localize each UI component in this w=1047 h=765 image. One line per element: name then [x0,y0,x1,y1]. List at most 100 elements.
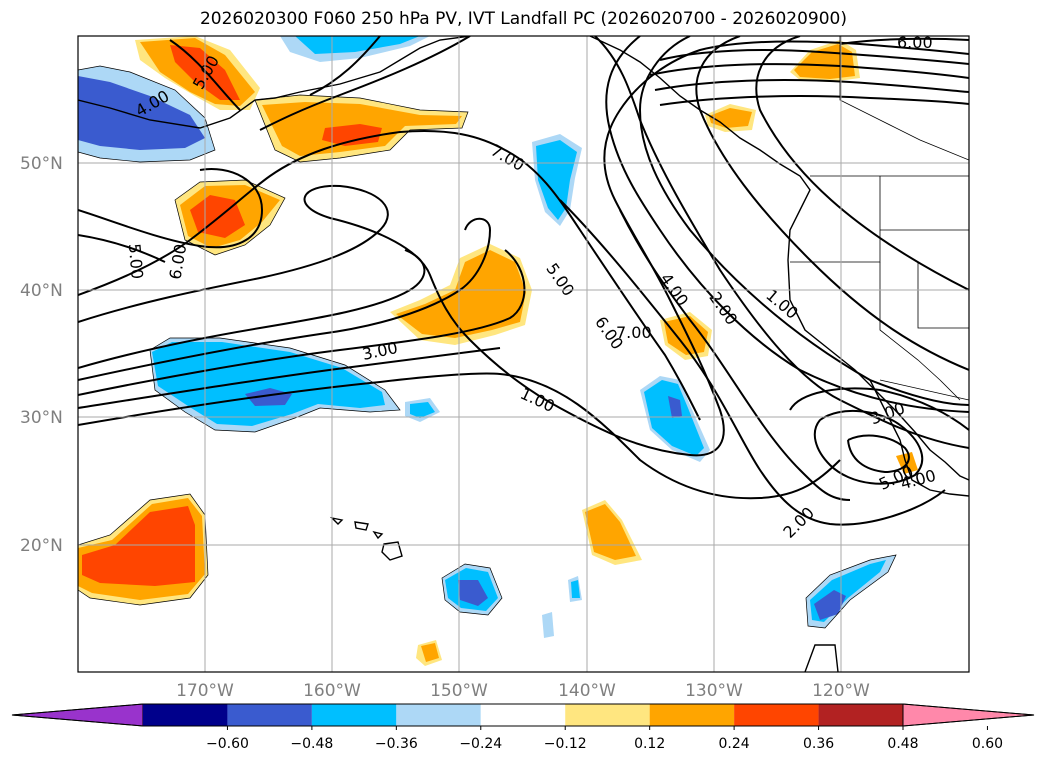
colorbar-tick-label: 0.24 [719,736,750,752]
coastline-layer [78,36,969,672]
border-ca-nv [879,262,961,401]
colorbar-segment [565,704,650,726]
contour-m [638,36,969,406]
colorbar-segment [311,704,397,726]
contour-q [659,49,969,65]
lat-label: 20°N [20,536,63,556]
contour-label: 6.00 [897,33,933,52]
contour-d [78,249,426,369]
contour-p [839,37,969,45]
border-state-3 [917,262,969,329]
colorbar-tick-label: 0.12 [634,736,665,752]
shade-150w-blue-dark [458,580,488,606]
colorbar-extend-min [11,703,144,727]
colorbar-frame [11,703,1035,727]
hawaii-4 [381,541,403,561]
contour-a [78,168,264,249]
lon-label: 140°W [558,681,616,701]
hawaii-1 [329,516,344,525]
contour-s [654,79,969,93]
shade-center-orange-mid [396,250,526,338]
contour-y [78,234,166,263]
colorbar-tick-label: 0.36 [803,736,834,752]
colorbar-tick-label: −0.12 [544,736,587,752]
shade-coast-orange-mid [709,108,752,128]
lat-label: 30°N [20,408,63,428]
hawaii-2 [354,521,369,531]
shade-140w-orange-mid [585,504,636,560]
colorbar-tick-label: −0.60 [206,736,249,752]
colorbar-segment [227,704,312,726]
shade-band-blue-mid [152,342,385,426]
chart-title: 2026020300 F060 250 hPa PV, IVT Landfall… [199,9,847,29]
coast-baja [869,379,969,497]
contour-n [695,36,969,371]
lon-label: 170°W [176,681,234,701]
contour-f [78,249,526,396]
contour-v [847,434,910,474]
contour-i [559,199,946,526]
colorbar-tick-label: −0.24 [459,736,502,752]
shade-small-orange-b-mid [421,643,439,662]
contour-o [755,36,969,291]
contour-b [78,129,701,421]
hawaii-3 [372,530,384,540]
colorbar: −0.60 −0.48 −0.36 −0.24 −0.12 0.12 0.24 0.36 0.4… [11,703,1035,752]
contour-t [659,95,969,106]
shade-sw-orange-dark [82,506,195,586]
colorbar-segment [480,704,566,726]
shade-nw-neg-dark [78,76,205,150]
lat-label: 50°N [20,154,63,174]
colorbar-tick-label: 0.60 [972,736,1003,752]
shade-small-blue-mid [410,402,435,418]
shade-small-blue-c-mid [571,580,580,598]
shade-long-orange-dark [322,124,382,146]
border-alaska-east [839,36,969,161]
shade-135w-blue-dark [668,396,682,418]
coast-alaska [78,36,471,129]
coast-mexico [804,644,839,672]
shade-45n-orange-dark [190,195,245,238]
contour-c [78,40,969,457]
colorbar-segment [818,704,903,726]
map-frame [77,35,970,673]
lon-label: 150°W [430,681,488,701]
shading-layer [78,36,918,666]
coast-bc [589,36,969,481]
gridline-layer [78,36,969,672]
colorbar-segment [734,704,819,726]
lat-label: 40°N [20,281,63,301]
contour-g [78,347,501,409]
shade-small-blue-d [542,612,554,638]
contour-z [259,36,471,131]
shade-133w-orange-mid [664,316,708,355]
contour-k [594,36,969,449]
lon-label: 120°W [812,681,870,701]
contour-e [78,217,492,381]
contour-l [605,36,969,413]
outline-band [149,337,401,433]
contour-j [619,209,851,501]
shade-135w-blue-mid [644,380,704,456]
border-layer [790,36,969,401]
contour-layer [78,36,969,526]
outline-nw [78,65,216,163]
shade-top-blue-mid [295,36,420,54]
colorbar-extend-max [902,703,1035,727]
contour-w [789,387,969,431]
shade-50n-blue-mid [536,140,577,220]
lon-label: 130°W [685,681,743,701]
lon-label: 160°W [303,681,361,701]
outline-se [805,554,897,629]
colorbar-segment [649,704,735,726]
contour-u [813,409,924,485]
shade-band-blue-dark [245,388,292,406]
contour-h [78,372,841,500]
contour-label: 7.00 [616,323,652,342]
colorbar-segment [396,704,481,726]
contour-x [169,39,241,111]
colorbar-tick-label: 0.48 [887,736,918,752]
contour-r [649,63,969,79]
colorbar-segment [143,704,228,726]
